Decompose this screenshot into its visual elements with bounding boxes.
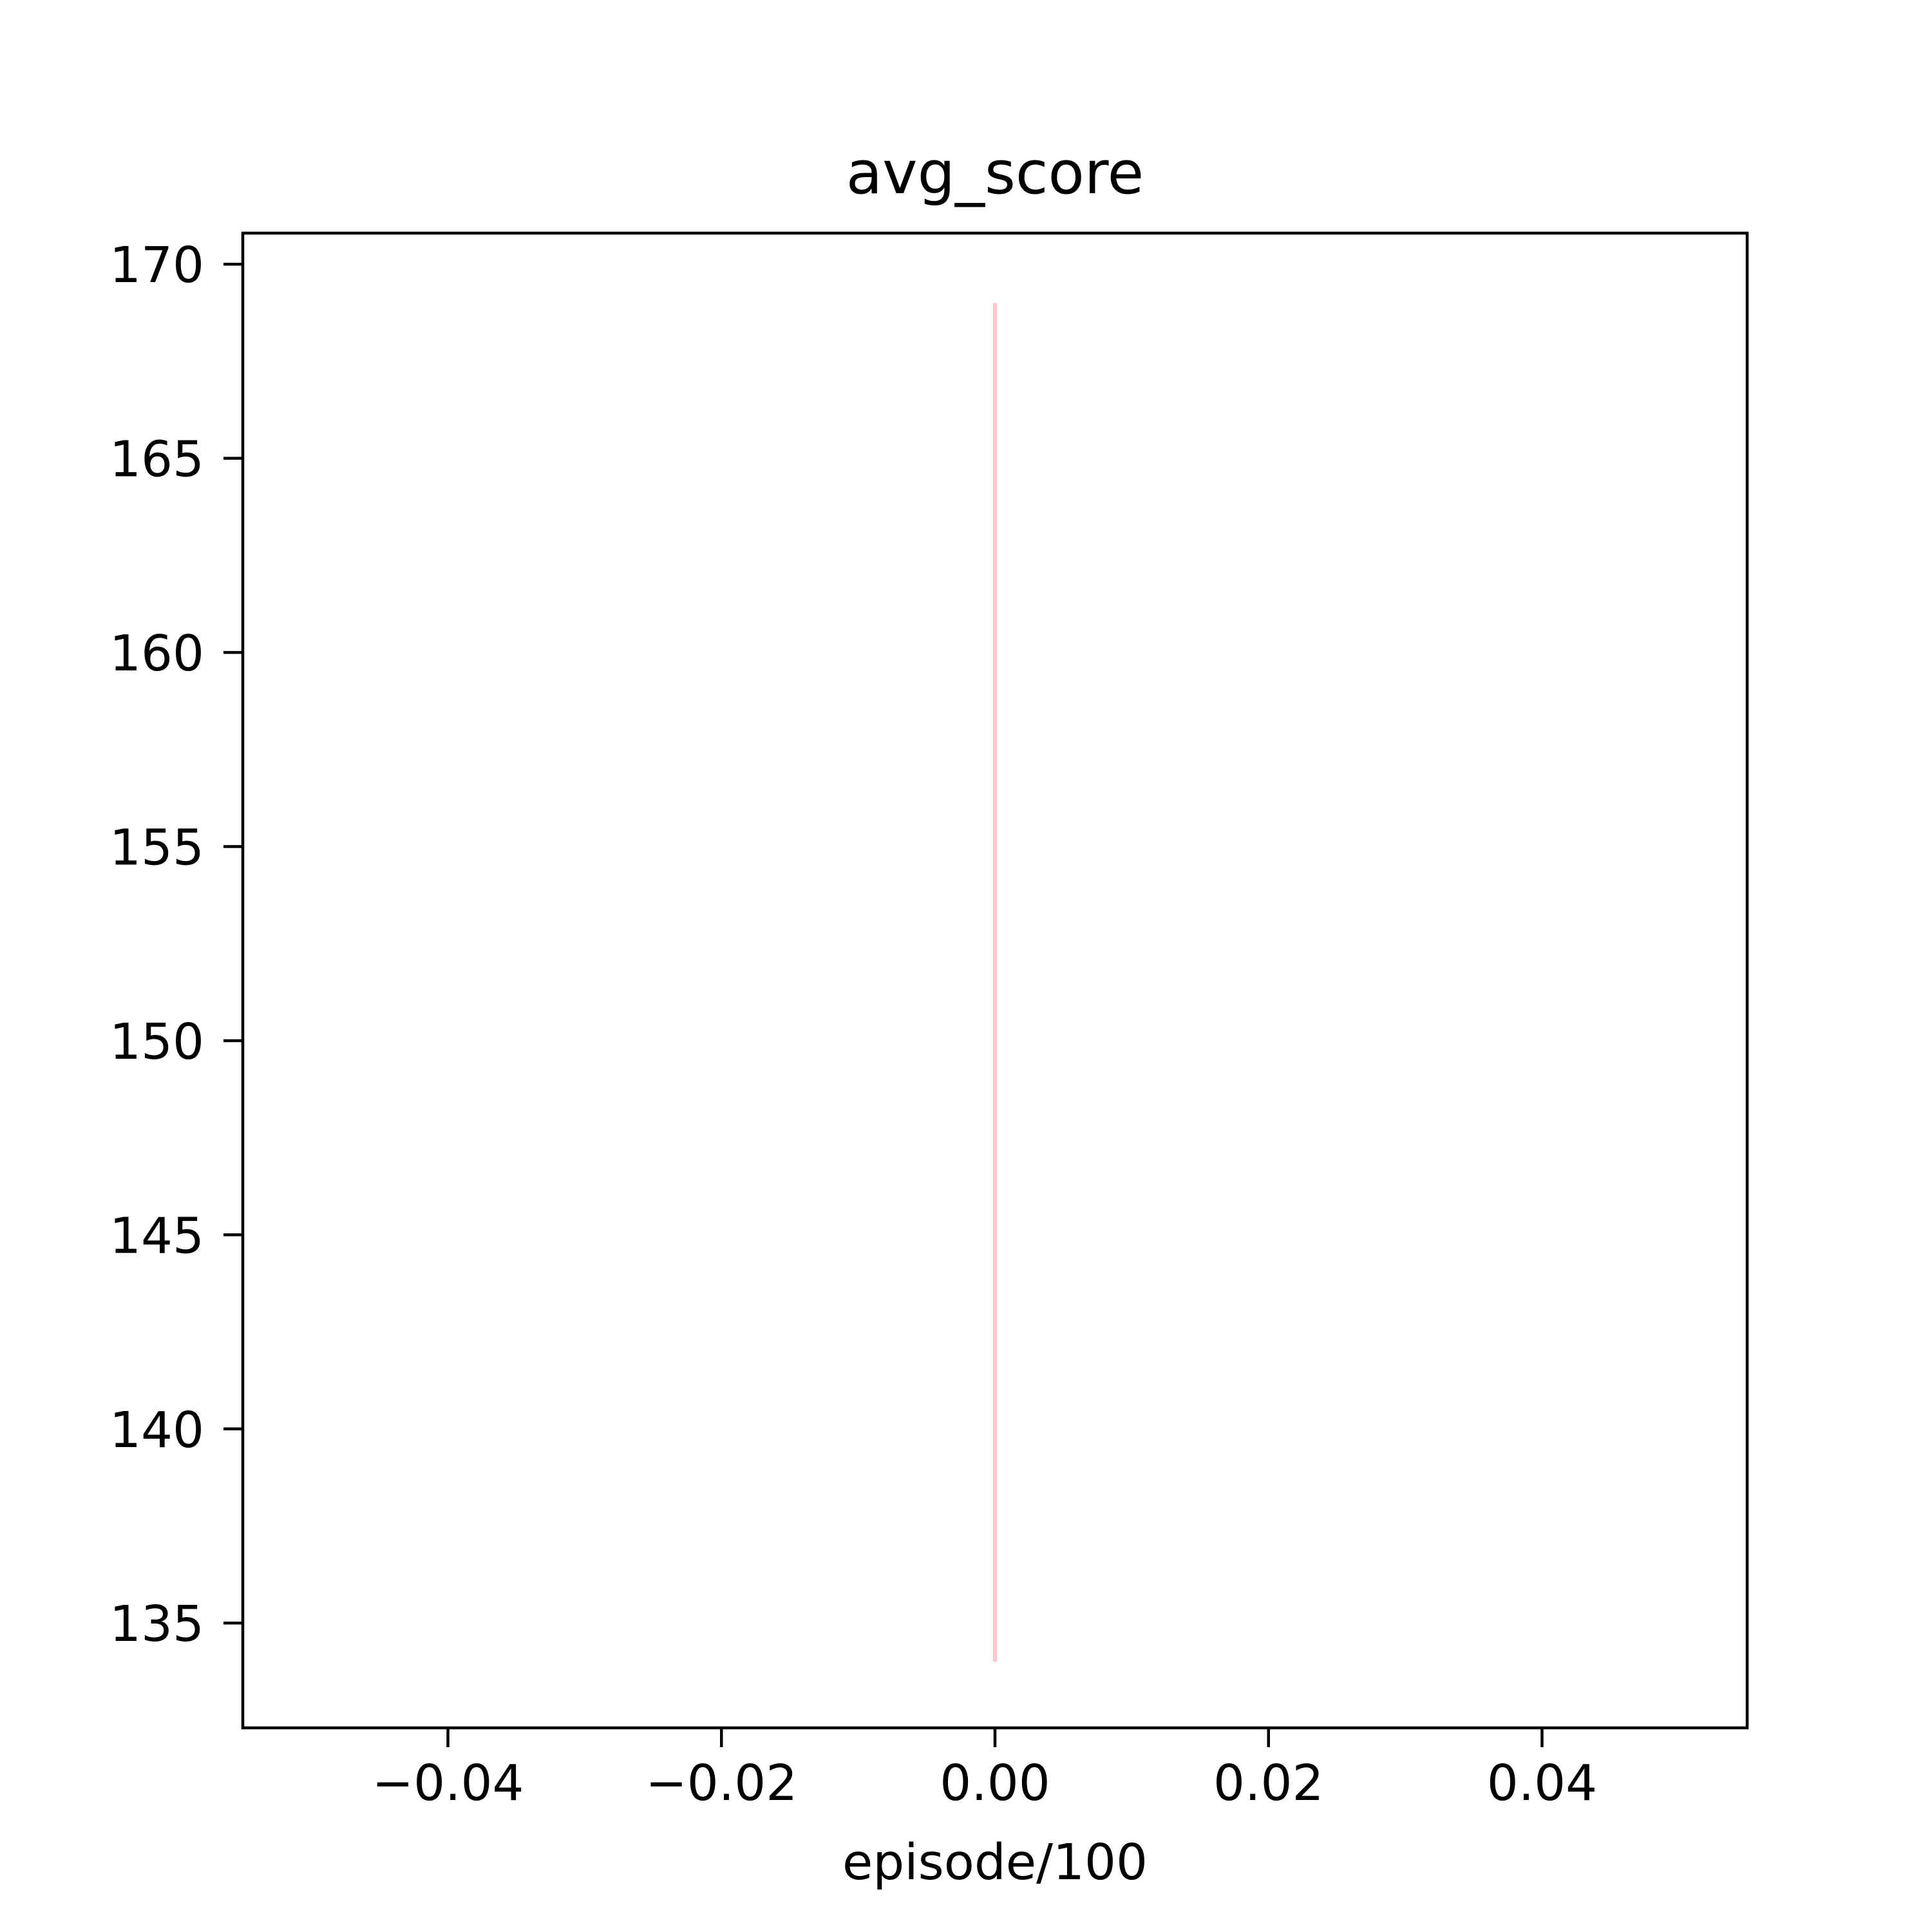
x-tick-label: −0.04 <box>372 1755 524 1812</box>
x-tick-label: 0.04 <box>1487 1755 1597 1812</box>
y-tick-label: 170 <box>109 237 204 294</box>
y-tick-label: 145 <box>109 1208 204 1265</box>
y-tick-label: 160 <box>109 625 204 683</box>
x-tick-label: −0.02 <box>645 1755 797 1812</box>
x-tick-label: 0.00 <box>940 1755 1050 1812</box>
x-axis: −0.04 −0.02 0.00 0.02 0.04 <box>372 1728 1597 1812</box>
y-tick-label: 135 <box>109 1596 204 1653</box>
chart-title: avg_score <box>846 138 1144 207</box>
y-tick-label: 165 <box>109 431 204 489</box>
x-tick-label: 0.02 <box>1213 1755 1323 1812</box>
y-axis: 135 140 145 150 155 160 165 170 <box>109 237 243 1653</box>
y-tick-label: 155 <box>109 820 204 877</box>
x-axis-label: episode/100 <box>842 1834 1148 1891</box>
y-tick-label: 150 <box>109 1014 204 1071</box>
y-tick-label: 140 <box>109 1402 204 1459</box>
